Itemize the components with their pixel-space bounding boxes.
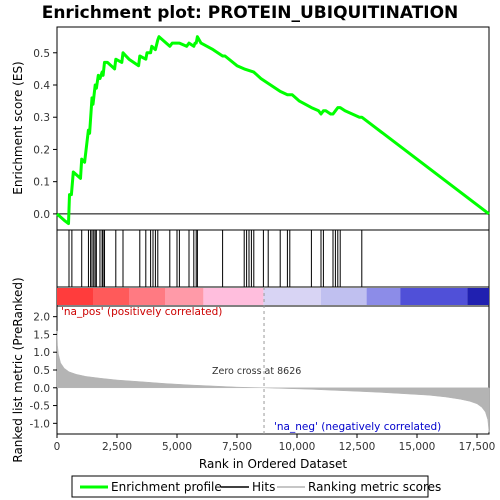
zero-cross-label: Zero cross at 8626: [212, 366, 301, 377]
x-tick-label: 7,500: [222, 441, 252, 453]
metric-y-axis-label: Ranked list metric (PreRanked): [11, 277, 25, 462]
es-y-tick-label: 0.3: [33, 112, 50, 124]
es-y-tick-label: 0.2: [33, 144, 50, 156]
negative-correlation-label: 'na_neg' (negatively correlated): [274, 421, 441, 433]
metric-y-axis: -1.0 -0.5 0.0 0.5 1.0 1.5 2.0: [30, 312, 57, 430]
colorbar-segment: [366, 288, 401, 305]
enrichment-profile-layer: [56, 35, 490, 226]
colorbar-segment: [321, 288, 367, 305]
metric-y-tick-label: 1.5: [33, 329, 50, 341]
x-tick-label: 15,000: [399, 441, 436, 453]
metric-y-tick-label: 1.0: [33, 347, 50, 359]
hits-layer: [68, 230, 363, 287]
x-tick-label: 2,500: [102, 441, 132, 453]
legend-hits-label: Hits: [252, 480, 275, 494]
metric-y-tick-label: -1.0: [30, 418, 51, 430]
metric-y-tick-label: 2.0: [33, 312, 50, 324]
metric-y-tick-label: -0.5: [30, 401, 51, 413]
legend: Enrichment profile Hits Ranking metric s…: [71, 475, 441, 498]
positive-correlation-label: 'na_pos' (positively correlated): [61, 306, 222, 318]
es-y-tick-label: 0.4: [33, 80, 50, 92]
colorbar-segment: [57, 288, 93, 305]
metric-y-tick-label: 0.5: [33, 365, 50, 377]
es-y-tick-label: 0.5: [33, 48, 50, 60]
legend-box: [71, 475, 429, 498]
colorbar-segment: [93, 288, 129, 305]
x-axis-label: Rank in Ordered Dataset: [199, 457, 347, 471]
metric-y-tick-label: 0.0: [33, 383, 50, 395]
enrichment-profile-line: [56, 35, 490, 226]
ranking-metric-area: [56, 330, 490, 433]
legend-enrichment-label: Enrichment profile: [111, 480, 222, 494]
x-tick-label: 17,500: [459, 441, 496, 453]
x-tick-label: 12,500: [339, 441, 376, 453]
es-y-tick-label: 0.1: [33, 177, 50, 189]
colorbar-segment: [165, 288, 204, 305]
colorbar-segment: [467, 288, 489, 305]
chart-title: Enrichment plot: PROTEIN_UBIQUITINATION: [42, 3, 459, 23]
es-y-axis: 0.0 0.1 0.2 0.3 0.4 0.5: [33, 48, 57, 221]
colorbar-segment: [263, 288, 321, 305]
legend-metric-label: Ranking metric scores: [308, 480, 441, 494]
hits-panel-frame: [56, 229, 490, 288]
x-tick-label: 5,000: [162, 441, 192, 453]
es-y-axis-label: Enrichment score (ES): [11, 61, 25, 194]
metric-x-axis: 0 2,500 5,000 7,500 10,000 12,500 15,000 17,500: [54, 434, 496, 453]
ranked-colorbar-layer: [57, 288, 489, 305]
colorbar-segment: [203, 288, 264, 305]
x-tick-label: 0: [54, 441, 61, 453]
ranked-metric-layer: [56, 287, 490, 434]
colorbar-segment: [129, 288, 165, 305]
colorbar-segment: [400, 288, 468, 305]
es-y-tick-label: 0.0: [33, 209, 50, 221]
x-tick-label: 10,000: [279, 441, 316, 453]
